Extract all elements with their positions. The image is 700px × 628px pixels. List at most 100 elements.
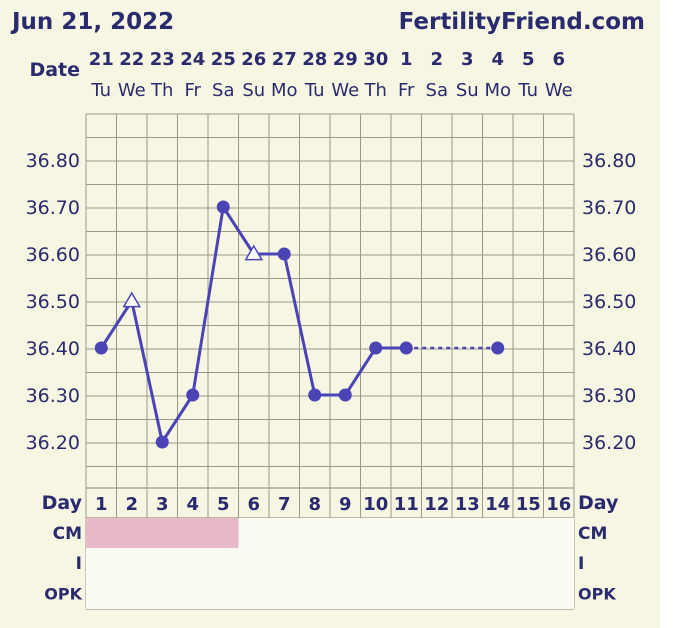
weekday-label: Fr xyxy=(185,80,202,101)
y-tick-label-right: 36.50 xyxy=(582,291,636,313)
i-row-label-left: I xyxy=(76,554,82,574)
day-number: 13 xyxy=(455,494,480,515)
weekday-label: Mo xyxy=(484,80,511,101)
cm-empty-cell xyxy=(360,518,391,548)
weekday-label: Th xyxy=(150,80,173,101)
row-fill-3 xyxy=(86,578,574,609)
y-tick-label-left: 36.70 xyxy=(26,197,80,219)
weekday-label: Mo xyxy=(271,80,298,101)
date-label: 21 xyxy=(89,49,114,70)
date-label: 22 xyxy=(119,49,144,70)
cm-empty-cell xyxy=(299,518,330,548)
cm-empty-cell xyxy=(452,518,483,548)
weekday-label: Su xyxy=(242,80,265,101)
date-label: 2 xyxy=(430,49,443,70)
cm-row-label-right: CM xyxy=(578,524,607,544)
date-label: 1 xyxy=(400,49,413,70)
weekday-label: Tu xyxy=(304,80,325,101)
day-number: 7 xyxy=(278,494,291,515)
cm-cell-day-3 xyxy=(147,518,178,548)
temperature-point-open xyxy=(244,244,264,261)
temperature-point xyxy=(369,341,383,355)
date-label: 6 xyxy=(552,49,565,70)
day-number: 15 xyxy=(516,494,541,515)
date-label: 23 xyxy=(150,49,175,70)
temperature-point xyxy=(491,341,505,355)
weekday-label: Sa xyxy=(426,80,448,101)
day-number: 12 xyxy=(424,494,449,515)
day-number: 2 xyxy=(125,494,138,515)
weekday-label: Tu xyxy=(90,80,111,101)
y-tick-label-right: 36.60 xyxy=(582,244,636,266)
cm-cell-day-1 xyxy=(86,518,117,548)
date-label: 28 xyxy=(302,49,327,70)
temperature-point-open xyxy=(122,291,142,308)
day-row-label-right: Day xyxy=(578,492,619,514)
temperature-point xyxy=(338,388,352,402)
weekday-label: Su xyxy=(456,80,479,101)
date-label: 24 xyxy=(180,49,205,70)
y-tick-label-right: 36.40 xyxy=(582,338,636,360)
day-number: 9 xyxy=(339,494,352,515)
date-row-label: Date xyxy=(29,59,80,81)
i-row-label-right: I xyxy=(578,554,584,574)
cm-empty-cell xyxy=(391,518,422,548)
temperature-point xyxy=(277,247,291,261)
weekday-label: We xyxy=(331,80,359,101)
temperature-point xyxy=(186,388,200,402)
temperature-point xyxy=(399,341,413,355)
temperature-point xyxy=(94,341,108,355)
cm-row-label-left: CM xyxy=(53,524,82,544)
temperature-point xyxy=(216,200,230,214)
day-number: 6 xyxy=(247,494,260,515)
day-number: 14 xyxy=(485,494,510,515)
cm-empty-cell xyxy=(513,518,544,548)
y-tick-label-left: 36.60 xyxy=(26,244,80,266)
weekday-label: Sa xyxy=(212,80,234,101)
cm-cell-day-2 xyxy=(116,518,147,548)
row-fill-2 xyxy=(86,548,574,578)
cm-empty-cell xyxy=(421,518,452,548)
temperature-point xyxy=(155,435,169,449)
y-tick-label-left: 36.20 xyxy=(26,432,80,454)
date-label: 5 xyxy=(522,49,535,70)
cm-cell-day-4 xyxy=(177,518,208,548)
cm-empty-cell xyxy=(482,518,513,548)
date-label: 29 xyxy=(333,49,358,70)
site-name: FertilityFriend.com xyxy=(399,9,645,35)
weekday-label: Tu xyxy=(517,80,538,101)
day-number: 10 xyxy=(363,494,388,515)
y-tick-label-right: 36.30 xyxy=(582,385,636,407)
y-tick-label-left: 36.30 xyxy=(26,385,80,407)
day-number: 4 xyxy=(186,494,199,515)
day-number: 1 xyxy=(95,494,108,515)
y-tick-label-right: 36.20 xyxy=(582,432,636,454)
date-label: 4 xyxy=(491,49,504,70)
day-row-label-left: Day xyxy=(42,492,83,514)
cm-empty-cell xyxy=(543,518,574,548)
weekday-label: We xyxy=(545,80,573,101)
chart-date: Jun 21, 2022 xyxy=(10,9,174,35)
day-number: 16 xyxy=(546,494,571,515)
date-label: 27 xyxy=(272,49,297,70)
day-number: 3 xyxy=(156,494,169,515)
cm-empty-cell xyxy=(238,518,269,548)
date-label: 25 xyxy=(211,49,236,70)
date-label: 26 xyxy=(241,49,266,70)
cm-empty-cell xyxy=(330,518,361,548)
date-label: 30 xyxy=(363,49,388,70)
temperature-series xyxy=(94,200,505,449)
y-tick-label-left: 36.40 xyxy=(26,338,80,360)
day-number: 8 xyxy=(308,494,321,515)
day-number: 11 xyxy=(394,494,419,515)
y-tick-label-right: 36.70 xyxy=(582,197,636,219)
opk-row-label-right: OPK xyxy=(578,585,616,604)
cm-cell-day-5 xyxy=(208,518,239,548)
y-tick-label-left: 36.50 xyxy=(26,291,80,313)
chart-rows xyxy=(86,518,574,609)
opk-row-label-left: OPK xyxy=(44,585,82,604)
cm-empty-cell xyxy=(269,518,300,548)
y-tick-label-left: 36.80 xyxy=(26,150,80,172)
weekday-label: We xyxy=(118,80,146,101)
